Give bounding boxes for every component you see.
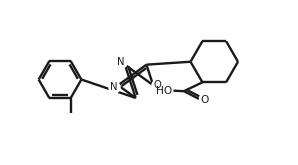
Text: O: O — [153, 80, 161, 90]
Text: N: N — [117, 57, 125, 67]
Text: HO: HO — [156, 86, 172, 96]
Text: N: N — [110, 82, 118, 92]
Text: O: O — [201, 95, 209, 105]
